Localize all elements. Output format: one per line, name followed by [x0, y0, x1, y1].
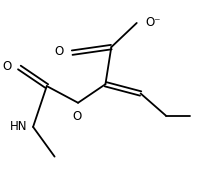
Text: O: O — [72, 110, 82, 123]
Text: O: O — [54, 45, 63, 58]
Text: HN: HN — [10, 120, 27, 133]
Text: O: O — [2, 60, 12, 73]
Text: O⁻: O⁻ — [146, 16, 161, 29]
